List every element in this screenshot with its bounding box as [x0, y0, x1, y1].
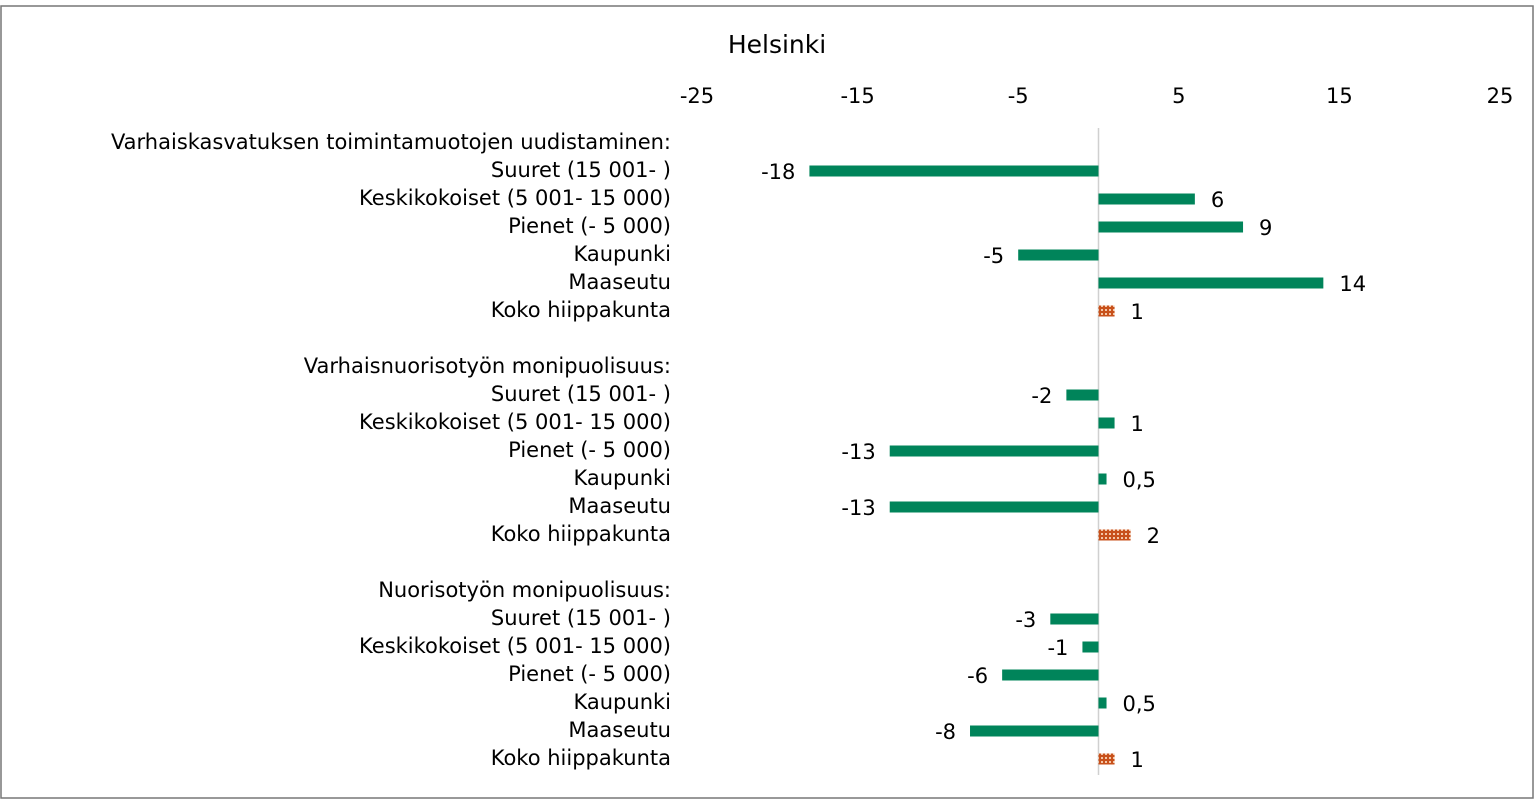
- x-tick-label: -25: [680, 84, 714, 108]
- y-tick-label: Pienet (- 5 000): [508, 662, 671, 686]
- data-label: -13: [841, 440, 875, 464]
- bar: [1066, 389, 1099, 401]
- chart-title: Helsinki: [728, 30, 826, 59]
- data-label: 14: [1339, 272, 1366, 296]
- bar: [1098, 193, 1195, 205]
- bar: [970, 725, 1099, 737]
- data-label: -13: [841, 496, 875, 520]
- bar: [1018, 249, 1099, 261]
- x-tick-label: 5: [1172, 84, 1185, 108]
- data-label: 6: [1211, 188, 1224, 212]
- y-tick-label: Kaupunki: [573, 466, 671, 490]
- y-tick-label: Maaseutu: [568, 718, 671, 742]
- y-tick-label: Kaupunki: [573, 690, 671, 714]
- y-tick-label: Keskikokoiset (5 001- 15 000): [359, 410, 671, 434]
- y-tick-label: Nuorisotyön monipuolisuus:: [378, 578, 671, 602]
- data-label: -2: [1031, 384, 1052, 408]
- bar: [1050, 613, 1099, 625]
- bar: [1098, 697, 1107, 709]
- data-label: -18: [761, 160, 795, 184]
- bar: [889, 501, 1099, 513]
- y-tick-label: Pienet (- 5 000): [508, 214, 671, 238]
- y-tick-label: Keskikokoiset (5 001- 15 000): [359, 186, 671, 210]
- data-label: -5: [983, 244, 1004, 268]
- x-tick-label: 15: [1326, 84, 1353, 108]
- y-tick-label: Kaupunki: [573, 242, 671, 266]
- y-tick-label: Maaseutu: [568, 270, 671, 294]
- bar: [809, 165, 1099, 177]
- bar: [1098, 753, 1115, 765]
- bar: [1098, 221, 1244, 233]
- data-label: 1: [1131, 412, 1144, 436]
- bar: [1082, 641, 1099, 653]
- x-tick-label: -15: [840, 84, 874, 108]
- y-tick-label: Maaseutu: [568, 494, 671, 518]
- data-label: -1: [1047, 636, 1068, 660]
- y-tick-label: Keskikokoiset (5 001- 15 000): [359, 634, 671, 658]
- data-label: -8: [935, 720, 956, 744]
- y-tick-label: Koko hiippakunta: [491, 522, 671, 546]
- data-label: 1: [1131, 300, 1144, 324]
- data-label: 0,5: [1123, 468, 1156, 492]
- bar: [1098, 473, 1107, 485]
- y-tick-label: Suuret (15 001- ): [491, 158, 671, 182]
- data-label: -6: [967, 664, 988, 688]
- bar: [1098, 277, 1324, 289]
- y-tick-label: Suuret (15 001- ): [491, 606, 671, 630]
- data-label: 9: [1259, 216, 1272, 240]
- chart-border: [0, 5, 1534, 799]
- data-label: 0,5: [1123, 692, 1156, 716]
- x-tick-label: -5: [1008, 84, 1029, 108]
- bar: [889, 445, 1099, 457]
- y-tick-label: Varhaiskasvatuksen toimintamuotojen uudi…: [111, 130, 671, 154]
- bar: [1098, 529, 1131, 541]
- data-label: 1: [1131, 748, 1144, 772]
- y-tick-label: Koko hiippakunta: [491, 746, 671, 770]
- y-tick-label: Pienet (- 5 000): [508, 438, 671, 462]
- data-label: 2: [1147, 524, 1160, 548]
- y-tick-label: Suuret (15 001- ): [491, 382, 671, 406]
- data-label: -3: [1015, 608, 1036, 632]
- bar: [1098, 305, 1115, 317]
- y-tick-label: Koko hiippakunta: [491, 298, 671, 322]
- x-tick-label: 25: [1487, 84, 1514, 108]
- bar: [1002, 669, 1099, 681]
- y-tick-label: Varhaisnuorisotyön monipuolisuus:: [304, 354, 671, 378]
- bar: [1098, 417, 1115, 429]
